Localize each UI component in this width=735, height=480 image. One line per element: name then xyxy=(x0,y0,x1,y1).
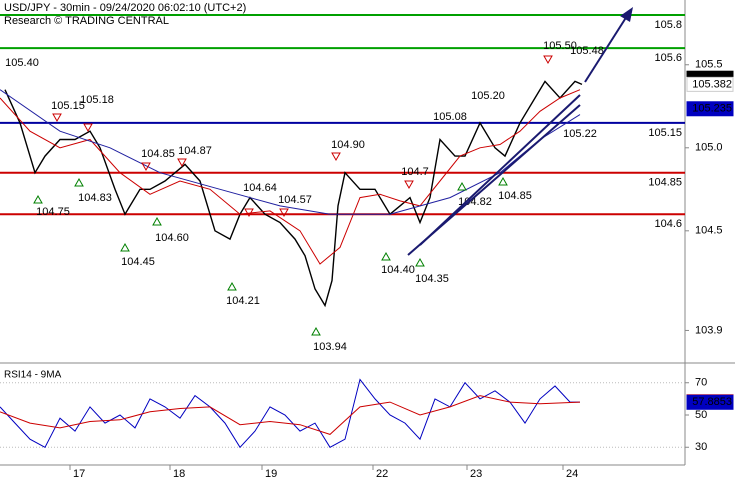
annotation-label: 104.83 xyxy=(78,192,112,204)
annotation-label: 105.48 xyxy=(570,45,604,57)
price-marker-label: 105.382 xyxy=(692,78,732,90)
annotation-label: 105.15 xyxy=(51,100,85,112)
chart-title: USD/JPY - 30min - 09/24/2020 06:02:10 (U… xyxy=(4,2,246,14)
buy-signal xyxy=(311,326,321,336)
y-tick-label: 104.5 xyxy=(695,225,723,237)
buy-signal xyxy=(498,176,508,186)
sell-signal xyxy=(331,152,341,162)
x-tick-label: 24 xyxy=(566,468,578,480)
series-line xyxy=(0,395,581,435)
annotation-label: 105.20 xyxy=(471,90,505,102)
annotation-label: 103.94 xyxy=(313,341,347,353)
annotation-label: 105.50 xyxy=(543,40,577,52)
annotation-label: 105.40 xyxy=(5,57,39,69)
y-tick-label: 70 xyxy=(695,377,707,389)
annotation-label: 105.18 xyxy=(80,94,114,106)
annotation-label: 104.75 xyxy=(36,206,70,218)
y-tick-label: 50 xyxy=(695,409,707,421)
annotation-label: 104.90 xyxy=(331,139,365,151)
annotation-label: 105.08 xyxy=(433,111,467,123)
annotation-label: 104.64 xyxy=(243,182,277,194)
price-marker-label: 105.235 xyxy=(692,103,732,115)
y-tick-label: 30 xyxy=(695,441,707,453)
annotation-label: 104.40 xyxy=(381,264,415,276)
buy-signal xyxy=(152,216,162,226)
price-panel: 105.5 105.0 104.5 103.9 105.8 105.6 105.15 104.… xyxy=(0,13,734,353)
x-tick-label: 17 xyxy=(73,468,85,480)
sell-signal xyxy=(244,208,254,218)
x-tick-label: 18 xyxy=(173,468,185,480)
y-tick-label: 103.9 xyxy=(695,324,723,336)
rsi-title: RSI14 - 9MA xyxy=(4,370,62,381)
price-marker-box xyxy=(686,394,734,410)
buy-signal xyxy=(381,251,391,261)
buy-signal xyxy=(33,194,43,204)
projection-arrow xyxy=(584,15,628,83)
annotation-label: 104.7 xyxy=(401,166,429,178)
rsi-panel: 70503058.171357.8853 xyxy=(0,377,734,453)
level-label: 105.6 xyxy=(654,52,682,64)
buy-signal xyxy=(74,177,84,187)
x-tick-label: 22 xyxy=(376,468,388,480)
annotation-label: 104.85 xyxy=(141,148,175,160)
trend-line xyxy=(419,94,581,246)
level-label: 105.8 xyxy=(654,19,682,31)
annotation-label: 104.35 xyxy=(415,273,449,285)
arrow-head xyxy=(620,7,633,22)
buy-signal xyxy=(227,281,237,291)
sell-signal xyxy=(279,208,289,218)
price-marker-box xyxy=(686,76,734,92)
x-tick-label: 23 xyxy=(470,468,482,480)
chart-subtitle: Research © TRADING CENTRAL xyxy=(4,15,169,27)
y-tick-label: 105.0 xyxy=(695,142,723,154)
buy-signal xyxy=(457,181,467,191)
sell-signal xyxy=(404,180,414,190)
annotation-label: 104.45 xyxy=(121,256,155,268)
sell-signal xyxy=(543,55,553,65)
annotation-label: 104.87 xyxy=(178,145,212,157)
sell-signal xyxy=(83,123,93,133)
series-line xyxy=(0,89,581,215)
level-label: 104.6 xyxy=(654,218,682,230)
series-line xyxy=(0,378,580,449)
sell-signal xyxy=(177,158,187,168)
annotation-label: 104.60 xyxy=(155,232,189,244)
x-tick-label: 19 xyxy=(265,468,277,480)
annotation-label: 104.21 xyxy=(226,295,260,307)
annotation-label: 105.22 xyxy=(563,128,597,140)
annotation-label: 104.57 xyxy=(278,194,312,206)
price-marker-label: 57.8853 xyxy=(692,396,732,408)
annotation-label: 104.85 xyxy=(498,190,532,202)
price-marker-box xyxy=(686,101,734,117)
series-line xyxy=(4,80,583,308)
y-tick-label: 105.5 xyxy=(695,59,723,71)
sell-signal xyxy=(141,162,151,172)
buy-signal xyxy=(415,257,425,267)
buy-signal xyxy=(120,242,130,252)
level-label: 104.85 xyxy=(648,177,682,189)
sell-signal xyxy=(52,113,62,123)
level-label: 105.15 xyxy=(648,127,682,139)
series-line xyxy=(0,89,581,265)
